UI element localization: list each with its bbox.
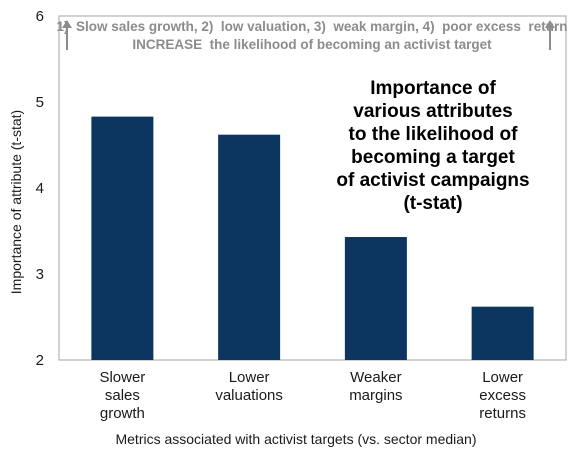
plot-border xyxy=(58,15,567,361)
y-tick-label: 2 xyxy=(36,352,44,369)
banner-line-1: 1) Slow sales growth, 2) low valuation, … xyxy=(57,19,568,34)
bar xyxy=(344,237,407,360)
x-category-label: Lower xyxy=(229,369,270,386)
title-line-3: to the likelihood of xyxy=(349,124,519,145)
bar xyxy=(91,116,154,361)
x-category-label: Weaker xyxy=(350,369,401,386)
y-tick-label: 3 xyxy=(36,266,44,283)
x-category-label: Lower xyxy=(482,369,523,386)
chart-title: Importance of various attributes to the … xyxy=(336,78,529,214)
title-line-5: of activist campaigns xyxy=(336,170,529,191)
bar xyxy=(471,306,534,360)
title-line-2: various attributes xyxy=(353,101,512,122)
right-arrow-head-icon xyxy=(545,20,555,28)
bars-group xyxy=(91,116,534,361)
x-category-label: margins xyxy=(349,387,402,404)
x-category-label: returns xyxy=(479,405,526,422)
title-line-1: Importance of xyxy=(370,78,496,99)
y-axis-ticks: 2 3 4 5 6 xyxy=(36,8,44,369)
bar xyxy=(218,134,281,360)
x-category-label: growth xyxy=(100,405,145,422)
plot-area xyxy=(58,15,567,361)
x-category-label: valuations xyxy=(215,387,283,404)
y-tick-label: 5 xyxy=(36,94,44,111)
annotation-banner: 1) Slow sales growth, 2) low valuation, … xyxy=(57,19,568,52)
banner-line-2: INCREASE the likelihood of becoming an a… xyxy=(132,37,492,52)
x-axis-label: Metrics associated with activist targets… xyxy=(115,431,476,447)
y-tick-label: 6 xyxy=(36,8,44,25)
x-category-label: Slower xyxy=(99,369,145,386)
y-axis-label: Importance of attribute (t-stat) xyxy=(8,110,24,294)
x-category-label: excess xyxy=(479,387,526,404)
x-axis-categories: SlowersalesgrowthLowervaluationsWeakerma… xyxy=(99,369,526,422)
x-category-label: sales xyxy=(105,387,140,404)
left-arrow-head-icon xyxy=(62,20,72,28)
title-line-6: (t-stat) xyxy=(403,193,462,214)
y-tick-label: 4 xyxy=(36,180,44,197)
title-line-4: becoming a target xyxy=(351,147,515,168)
